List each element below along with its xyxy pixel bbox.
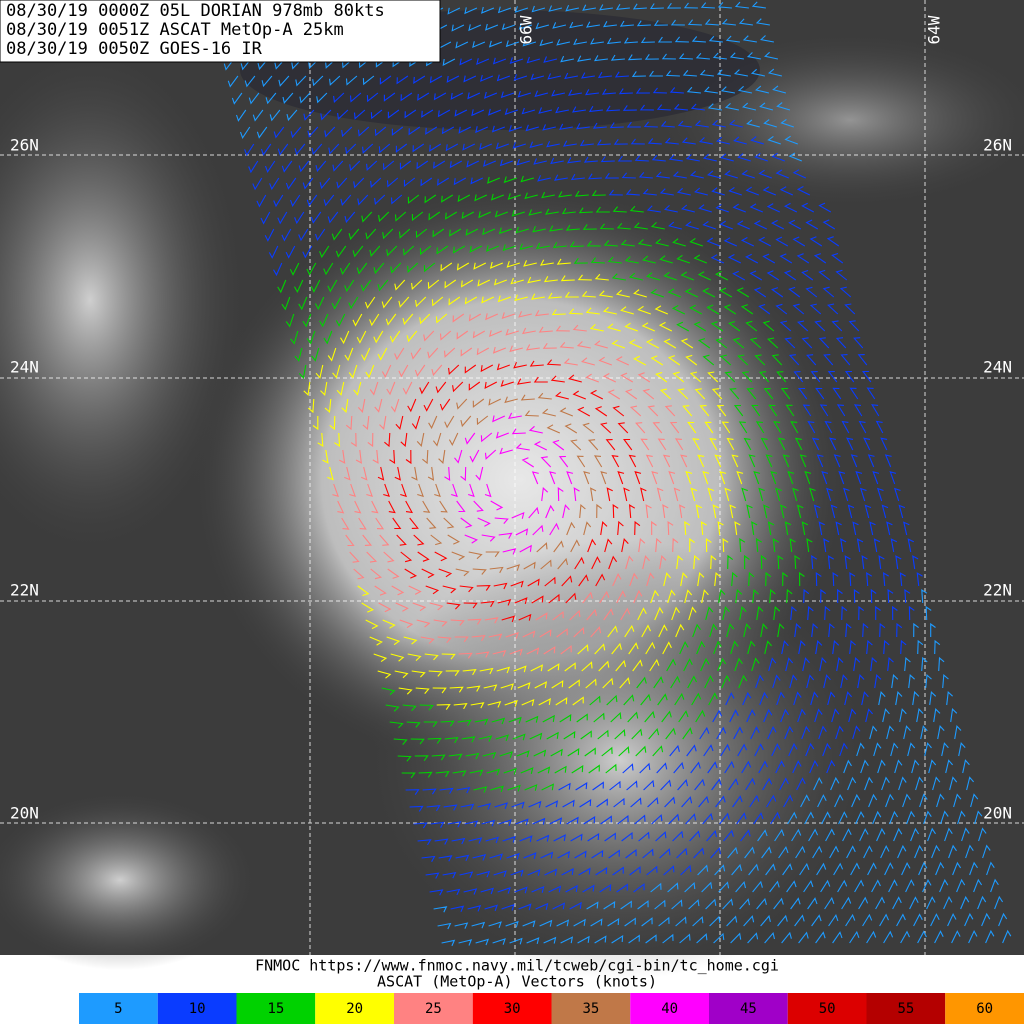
lat-labels: 26N 26N 24N 24N 22N 22N 20N 20N 66W 64W xyxy=(10,15,1012,822)
legend-label: 40 xyxy=(661,1001,678,1017)
lat-label: 20N xyxy=(10,804,39,823)
wind-barbs xyxy=(211,1,1012,947)
legend-swatch xyxy=(236,993,316,1024)
lat-lon-grid xyxy=(0,0,1024,955)
legend: 5 10 15 20 25 30 35 40 45 50 55 60 xyxy=(79,993,1024,1024)
lat-label: 24N xyxy=(10,358,39,377)
legend-swatch xyxy=(866,993,946,1024)
barb-group xyxy=(244,56,923,913)
legend-label: 35 xyxy=(582,1001,599,1017)
barb-group xyxy=(303,258,744,710)
footer-source: FNMOC https://www.fnmoc.navy.mil/tcweb/c… xyxy=(255,957,779,975)
header-line: 08/30/19 0051Z ASCAT MetOp-A 25km xyxy=(6,20,344,40)
satellite-image xyxy=(0,0,1024,980)
lon-label: 64W xyxy=(925,15,944,44)
lat-label: 22N xyxy=(983,581,1012,600)
legend-label: 10 xyxy=(189,1001,206,1017)
legend-swatch xyxy=(157,993,237,1024)
legend-label: 25 xyxy=(425,1001,442,1017)
legend-swatch xyxy=(79,993,158,1024)
legend-swatch xyxy=(945,993,1024,1024)
header: 08/30/19 0000Z 05L DORIAN 978mb 80kts 08… xyxy=(0,0,441,63)
lon-label: 66W xyxy=(517,15,536,44)
legend-swatch xyxy=(472,993,552,1024)
legend-label: 20 xyxy=(346,1001,363,1017)
header-line: 08/30/19 0000Z 05L DORIAN 978mb 80kts xyxy=(6,1,385,21)
barb-group xyxy=(444,412,580,555)
barb-group xyxy=(332,310,688,659)
lat-label: 24N xyxy=(983,358,1012,377)
legend-label: 55 xyxy=(897,1001,914,1017)
legend-label: 45 xyxy=(740,1001,757,1017)
lat-label: 26N xyxy=(10,136,39,155)
header-line: 08/30/19 0050Z GOES-16 IR xyxy=(6,39,263,59)
legend-swatch xyxy=(787,993,867,1024)
lat-label: 22N xyxy=(10,581,39,600)
legend-swatch xyxy=(630,993,709,1024)
legend-swatch xyxy=(315,993,394,1024)
legend-label: 60 xyxy=(976,1001,993,1017)
barb-group xyxy=(277,175,816,793)
legend-swatch xyxy=(709,993,788,1024)
legend-label: 30 xyxy=(504,1001,521,1017)
legend-label: 5 xyxy=(114,1001,122,1017)
legend-swatch xyxy=(551,993,631,1024)
footer-caption: ASCAT (MetOp-A) Vectors (knots) xyxy=(377,973,657,991)
legend-label: 50 xyxy=(819,1001,836,1017)
legend-label: 15 xyxy=(267,1001,284,1017)
lat-label: 20N xyxy=(983,804,1012,823)
lat-label: 26N xyxy=(983,136,1012,155)
legend-swatch xyxy=(394,993,473,1024)
barb-group xyxy=(377,359,647,623)
barb-group xyxy=(411,392,608,577)
